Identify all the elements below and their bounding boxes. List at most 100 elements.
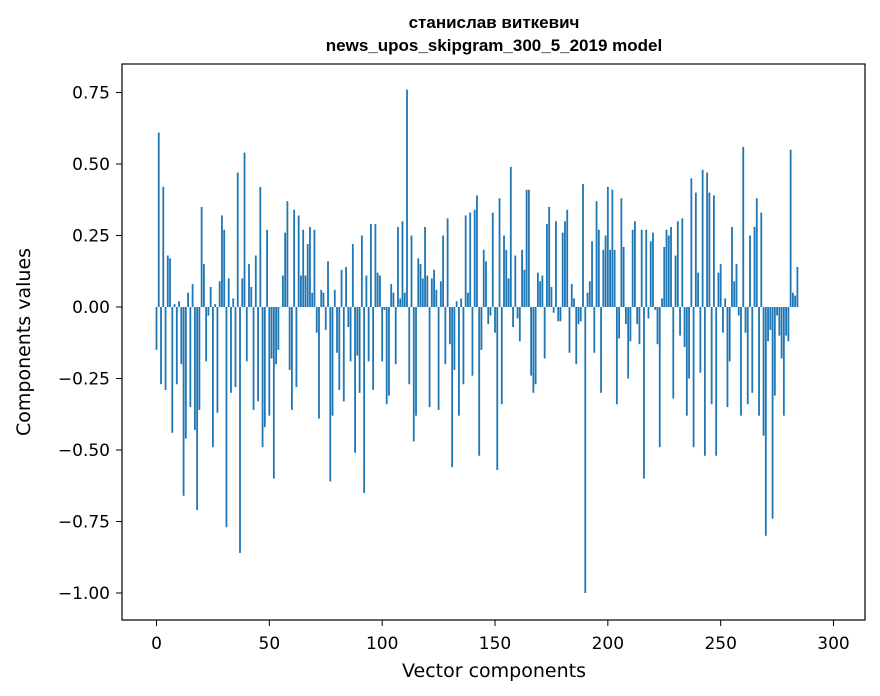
bar (333, 289, 336, 307)
bar (500, 307, 503, 405)
bar (661, 298, 663, 307)
bar (311, 292, 314, 307)
bar (453, 307, 456, 370)
bar (236, 172, 239, 307)
bar (469, 212, 472, 307)
bar (259, 186, 262, 307)
bar (295, 307, 298, 388)
bar (268, 307, 271, 416)
bar (360, 235, 363, 307)
bar (796, 266, 799, 307)
bar (570, 284, 573, 307)
bar (512, 307, 514, 328)
bar (561, 232, 564, 307)
bar (458, 307, 460, 416)
bar (399, 298, 402, 307)
bar (478, 307, 481, 456)
bar (778, 307, 781, 336)
bar (191, 284, 194, 307)
bar (417, 258, 420, 307)
y-axis-ticks: 0.75 0.50 0.25 0.00 −0.25 −0.50 −0.75 −1.00 (58, 84, 122, 604)
bar (241, 278, 244, 307)
bar (155, 307, 158, 350)
bar (566, 209, 569, 307)
bar (196, 307, 199, 511)
bar (451, 307, 454, 468)
bar (694, 192, 697, 307)
bar (327, 261, 329, 307)
bar (354, 307, 356, 453)
bar (424, 226, 426, 307)
bar (534, 307, 537, 385)
bar (494, 307, 496, 333)
bar (487, 307, 490, 325)
bar (392, 292, 395, 307)
bar (374, 224, 377, 307)
bar (692, 307, 695, 448)
bar (293, 209, 296, 307)
bar (171, 307, 174, 433)
bar (767, 307, 769, 342)
bar (408, 307, 411, 385)
bar (446, 218, 449, 307)
bar (575, 307, 578, 365)
bar (252, 307, 255, 410)
bar (184, 307, 187, 439)
bar (665, 229, 668, 307)
bar (649, 241, 652, 307)
bar (713, 195, 715, 307)
x-tick-label: 250 (704, 634, 736, 654)
bar (643, 307, 645, 479)
bar (421, 278, 424, 307)
bar (385, 307, 388, 405)
bar (212, 307, 214, 448)
bar (719, 264, 722, 307)
bar (202, 264, 205, 307)
bar (753, 226, 756, 307)
bar (435, 289, 438, 307)
bar (597, 229, 600, 307)
bar (536, 272, 539, 307)
bar (586, 292, 589, 307)
bar (591, 241, 593, 307)
bar (679, 307, 681, 336)
bar (187, 292, 189, 307)
bar (600, 307, 602, 393)
bar (284, 232, 287, 307)
bar (300, 275, 302, 307)
chart-subtitle: news_upos_skipgram_300_5_2019 model (326, 36, 662, 55)
bar (480, 307, 483, 350)
bar (733, 281, 736, 307)
bar (444, 307, 447, 365)
bar (288, 307, 291, 370)
bar (652, 232, 654, 307)
bar (595, 201, 598, 307)
bar (573, 298, 575, 307)
bar (602, 249, 605, 307)
bar (751, 307, 754, 393)
bar (410, 235, 413, 307)
bar (715, 307, 718, 456)
bar (221, 215, 223, 307)
bar (338, 307, 341, 390)
bar (780, 307, 783, 359)
bar (329, 307, 332, 482)
bar (482, 249, 485, 307)
bar (175, 307, 178, 385)
bar (272, 307, 275, 479)
bar (726, 307, 729, 408)
bar (473, 209, 476, 307)
x-tick-label: 100 (366, 634, 398, 654)
x-tick-label: 0 (151, 634, 162, 654)
bar (270, 307, 273, 359)
bar (166, 255, 169, 307)
bar (656, 307, 659, 345)
bar (455, 301, 458, 307)
bar (315, 307, 318, 333)
bar (785, 307, 788, 336)
bar (758, 307, 760, 416)
bar (356, 307, 359, 356)
bar (782, 307, 785, 416)
bar (476, 195, 478, 307)
